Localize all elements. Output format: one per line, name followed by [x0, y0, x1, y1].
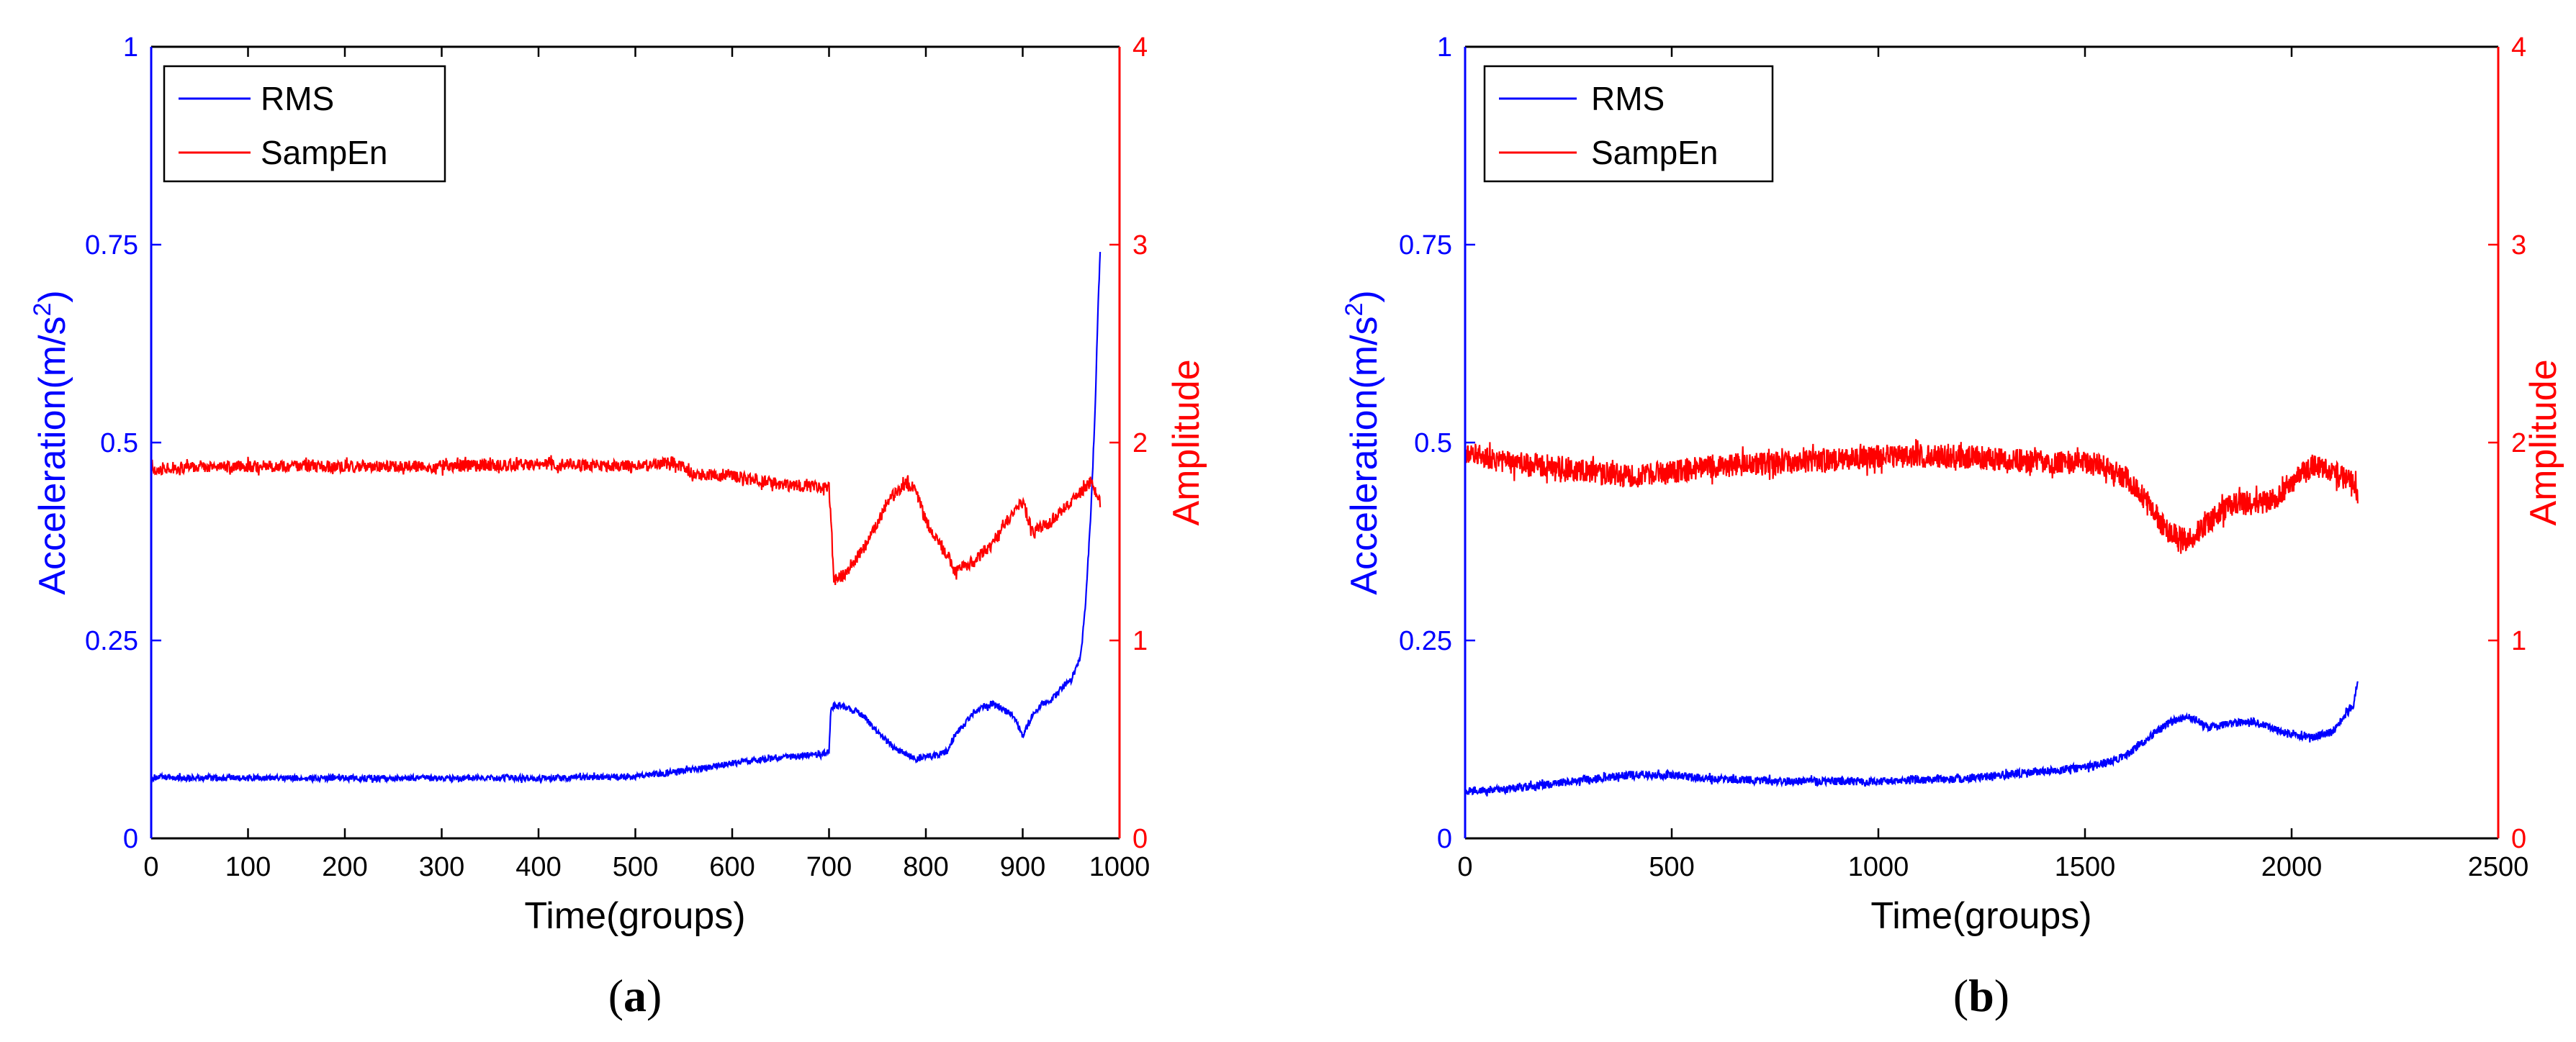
x-tick-label: 100: [225, 852, 271, 882]
y-left-tick-label: 0: [1437, 824, 1452, 854]
ticks-group-a: 0 100 200 300 400 500 600 700 800 900 100000.250.5…: [85, 32, 1150, 882]
right-axis-title-a: Amplitude: [1166, 359, 1207, 525]
y-right-tick-label: 0: [2511, 824, 2526, 854]
y-right-tick-label: 1: [1132, 626, 1148, 656]
x-tick-label: 700: [806, 852, 852, 882]
series-line-sampen: [150, 455, 1102, 585]
x-tick-label: 0: [1457, 852, 1472, 882]
y-right-tick-label: 4: [1132, 32, 1148, 63]
y-right-tick-label: 1: [2511, 626, 2526, 656]
legend-sampen-label-a: SampEn: [261, 134, 387, 171]
y-right-tick-label: 2: [2511, 428, 2526, 458]
y-right-tick-label: 2: [1132, 428, 1148, 458]
y-left-tick-label: 0.5: [1414, 428, 1452, 458]
y-right-tick-label: 3: [2511, 230, 2526, 260]
x-tick-label: 300: [419, 852, 464, 882]
caption-b: (b): [1953, 970, 2009, 1021]
x-tick-label: 900: [1000, 852, 1045, 882]
x-tick-label: 1000: [1848, 852, 1909, 882]
left-axis-title-b: Acceleration(m/s2): [1341, 290, 1385, 594]
x-tick-label: 500: [1649, 852, 1694, 882]
x-tick-label: 0: [143, 852, 158, 882]
y-left-tick-label: 0.75: [85, 230, 138, 260]
x-tick-label: 600: [709, 852, 755, 882]
series-line-sampen: [1464, 439, 2359, 554]
x-axis-title-b: Time(groups): [1870, 895, 2091, 937]
series-group-b: [1464, 439, 2359, 797]
caption-a: (a): [608, 970, 662, 1021]
x-tick-label: 1000: [1089, 852, 1150, 882]
legend-box-a: [163, 65, 446, 183]
y-left-tick-label: 0.25: [85, 626, 138, 656]
y-right-tick-label: 0: [1132, 824, 1148, 854]
x-tick-label: 2500: [2468, 852, 2529, 882]
y-left-tick-label: 0.25: [1399, 626, 1452, 656]
x-tick-label: 500: [613, 852, 658, 882]
left-axis-title-a: Acceleration(m/s2): [29, 290, 73, 594]
y-right-tick-label: 3: [1132, 230, 1148, 260]
series-line-rms: [1464, 681, 2359, 797]
legend-a: RMS SampEn: [163, 65, 446, 183]
y-left-tick-label: 0: [123, 824, 138, 854]
y-left-tick-label: 1: [1437, 32, 1452, 63]
legend-sampen-label-b: SampEn: [1591, 134, 1718, 171]
x-tick-label: 200: [322, 852, 367, 882]
legend-rms-label-a: RMS: [261, 80, 334, 117]
legend-rms-label-b: RMS: [1591, 80, 1665, 117]
y-right-tick-label: 4: [2511, 32, 2526, 63]
y-left-tick-label: 1: [123, 32, 138, 63]
y-left-tick-label: 0.75: [1399, 230, 1452, 260]
x-tick-label: 1500: [2055, 852, 2116, 882]
legend-b: RMS SampEn: [1483, 65, 1774, 183]
x-tick-label: 2000: [2261, 852, 2323, 882]
y-left-tick-label: 0.5: [100, 428, 138, 458]
right-axis-title-b: Amplitude: [2523, 359, 2564, 525]
x-tick-label: 400: [515, 852, 561, 882]
legend-box-b: [1483, 65, 1774, 183]
series-line-rms: [150, 252, 1102, 784]
panel-a: 0 100 200 300 400 500 600 700 800 900 100000.250.5…: [29, 32, 1207, 1021]
x-axis-title-a: Time(groups): [524, 895, 745, 937]
x-tick-label: 800: [903, 852, 948, 882]
series-group-a: [150, 252, 1102, 784]
